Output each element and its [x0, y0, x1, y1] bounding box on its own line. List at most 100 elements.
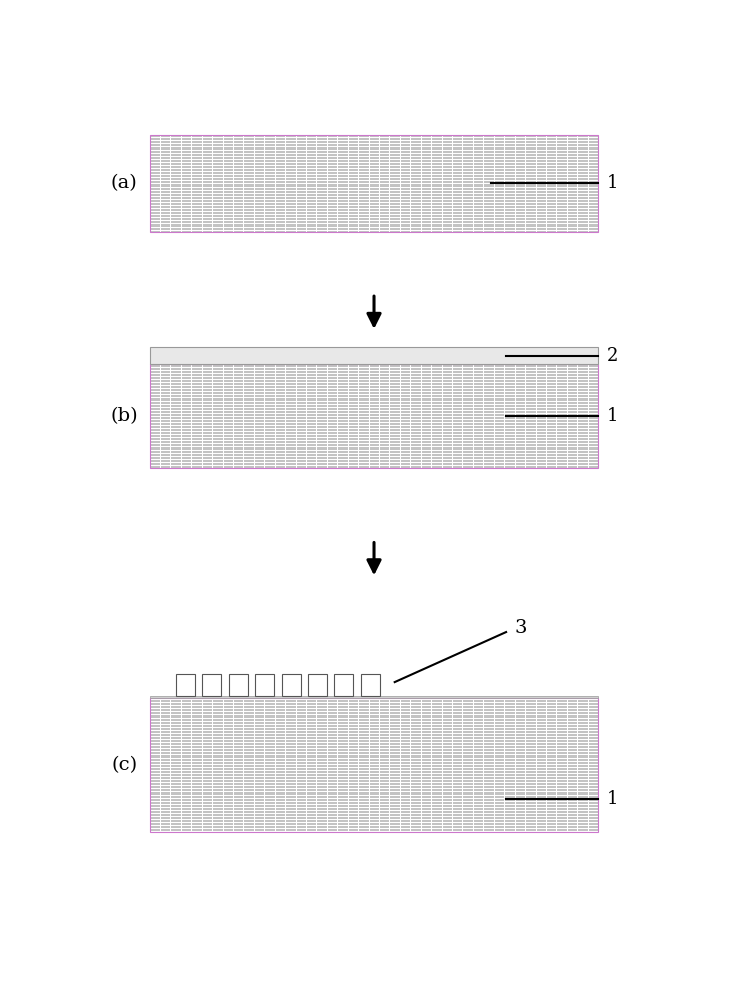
Point: [456, 364, 468, 380]
Point: [200, 134, 212, 150]
Point: [279, 202, 291, 218]
Point: [575, 413, 587, 429]
Point: [232, 453, 244, 469]
Point: [349, 693, 361, 709]
Point: [177, 721, 189, 737]
Point: [451, 214, 463, 230]
Point: [294, 128, 306, 144]
Point: [328, 810, 339, 826]
Point: [230, 798, 242, 814]
Point: [375, 806, 387, 822]
Point: [452, 427, 464, 443]
Point: [187, 735, 199, 751]
Point: [245, 733, 257, 749]
Point: [173, 217, 185, 233]
Point: [247, 428, 259, 444]
Point: [429, 361, 441, 377]
Point: [445, 395, 457, 411]
Point: [486, 424, 498, 440]
Point: [387, 366, 399, 382]
Point: [528, 446, 540, 462]
Point: [176, 757, 187, 773]
Point: [373, 712, 385, 728]
Point: [223, 381, 235, 397]
Point: [182, 441, 193, 457]
Point: [515, 419, 527, 435]
Point: [319, 709, 330, 725]
Point: [505, 174, 517, 190]
Point: [467, 730, 479, 746]
Point: [427, 692, 439, 708]
Point: [431, 162, 443, 178]
Point: [523, 427, 535, 443]
Point: [292, 415, 304, 431]
Point: [539, 128, 551, 144]
Point: [339, 367, 351, 383]
Point: [433, 372, 445, 388]
Point: [508, 459, 520, 475]
Point: [524, 450, 536, 466]
Point: [357, 712, 369, 728]
Point: [231, 180, 243, 196]
Point: [144, 406, 156, 422]
Point: [342, 699, 354, 715]
Point: [316, 800, 328, 816]
Point: [513, 131, 525, 147]
Point: [146, 459, 158, 475]
Point: [219, 201, 230, 217]
Point: [537, 146, 549, 162]
Point: [479, 176, 491, 192]
Point: [375, 761, 387, 777]
Point: [230, 216, 242, 232]
Point: [222, 714, 234, 730]
Point: [436, 773, 448, 789]
Point: [488, 695, 500, 711]
Point: [499, 791, 511, 807]
Point: [514, 407, 526, 423]
Point: [369, 449, 381, 465]
Point: [254, 718, 266, 734]
Point: [445, 797, 456, 813]
Point: [196, 373, 207, 389]
Point: [247, 158, 259, 174]
Point: [241, 779, 253, 795]
Point: [284, 366, 296, 382]
Point: [565, 425, 576, 441]
Point: [263, 143, 275, 159]
Point: [242, 220, 254, 236]
Point: [370, 174, 382, 190]
Point: [275, 812, 287, 828]
Point: [421, 202, 433, 218]
Point: [158, 701, 170, 717]
Point: [582, 698, 594, 714]
Point: [465, 690, 476, 706]
Point: [176, 214, 187, 230]
Point: [338, 418, 350, 434]
Point: [193, 724, 205, 740]
Point: [497, 427, 509, 443]
Point: [409, 370, 421, 386]
Point: [364, 702, 376, 718]
Point: [236, 742, 247, 758]
Point: [189, 775, 201, 791]
Point: [440, 709, 452, 725]
Point: [316, 824, 328, 840]
Point: [416, 382, 428, 398]
Point: [469, 202, 481, 218]
Point: [308, 784, 319, 800]
Point: [558, 190, 570, 206]
Point: [253, 195, 265, 211]
Point: [238, 785, 250, 801]
Point: [458, 366, 470, 382]
Point: [297, 751, 309, 767]
Point: [342, 128, 353, 144]
Point: [259, 416, 270, 432]
Point: [571, 204, 582, 220]
Point: [539, 384, 551, 400]
Point: [380, 812, 392, 828]
Point: [169, 428, 181, 444]
Point: [522, 376, 534, 392]
Point: [179, 761, 191, 777]
Point: [578, 202, 590, 218]
Point: [272, 730, 284, 746]
